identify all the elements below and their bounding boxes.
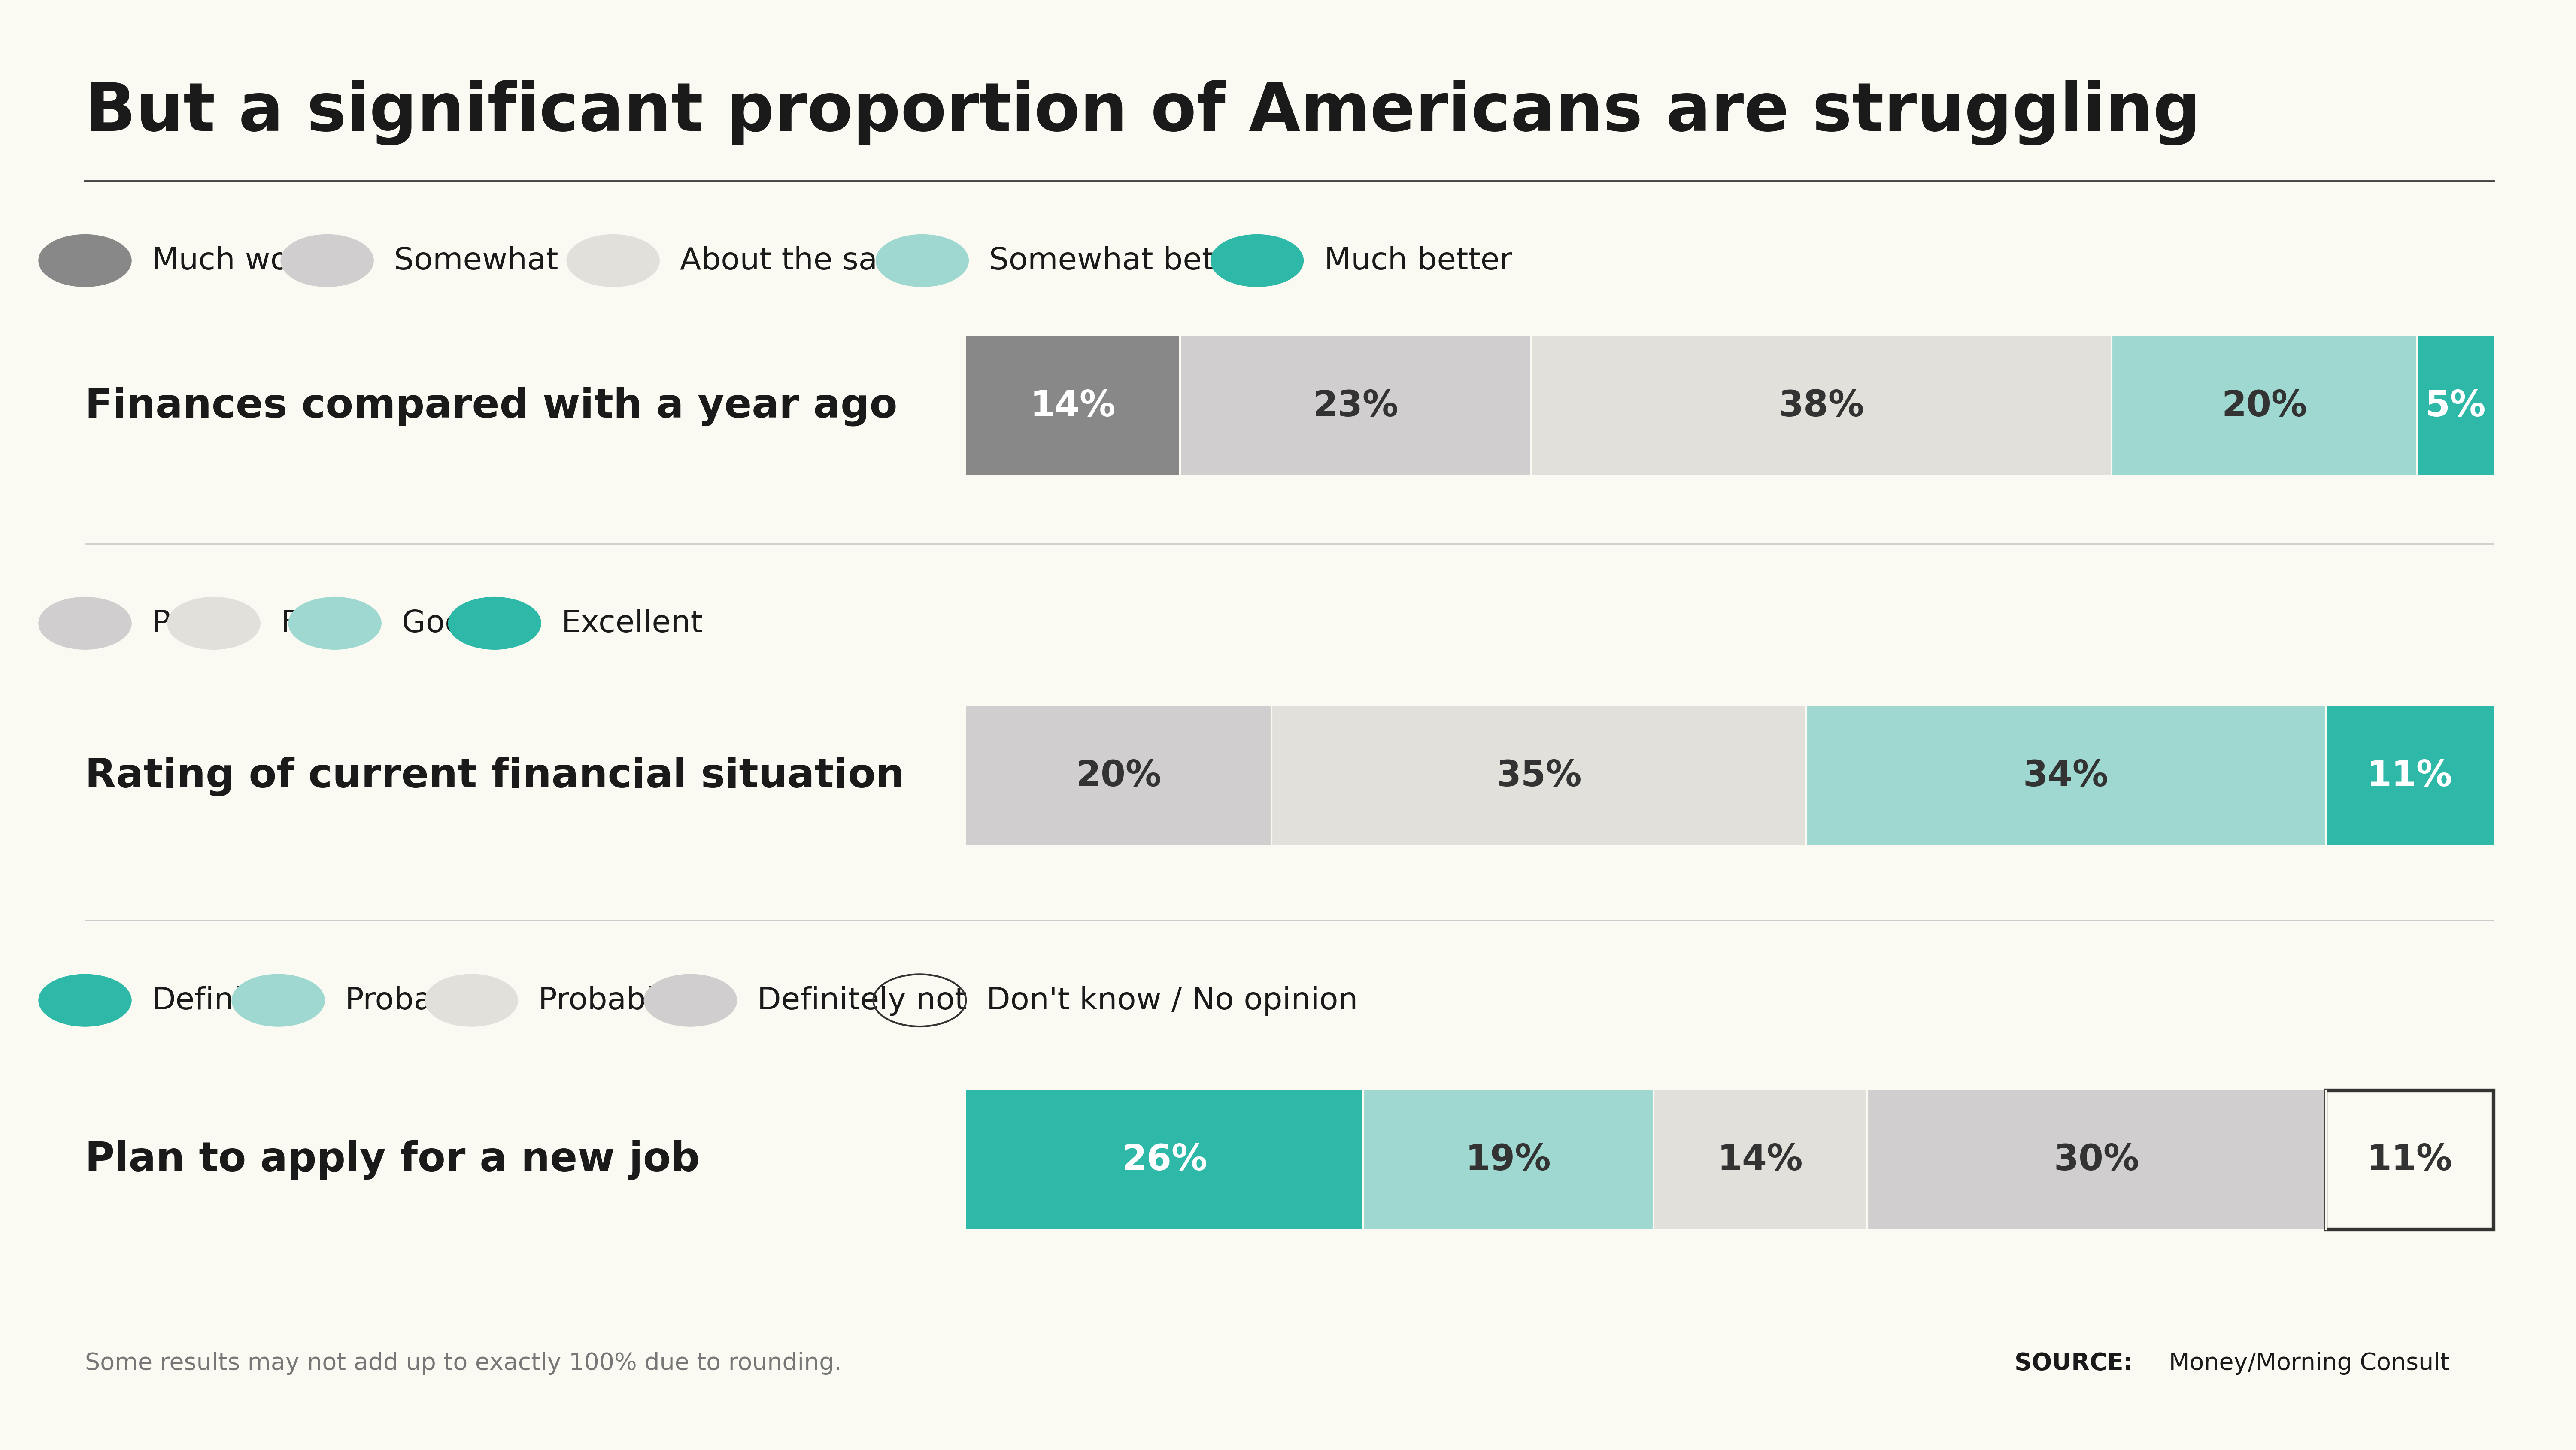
- Text: 30%: 30%: [2053, 1143, 2138, 1177]
- Text: Probably: Probably: [345, 986, 479, 1015]
- Text: 11%: 11%: [2367, 1143, 2452, 1177]
- Circle shape: [425, 974, 518, 1027]
- Text: 11%: 11%: [2367, 758, 2452, 793]
- Text: 35%: 35%: [1497, 758, 1582, 793]
- Circle shape: [1211, 235, 1303, 287]
- Text: Definitely not: Definitely not: [757, 986, 966, 1015]
- Text: 26%: 26%: [1121, 1143, 1208, 1177]
- Bar: [2416, 336, 2494, 476]
- Text: Poor: Poor: [152, 609, 222, 638]
- Circle shape: [167, 597, 260, 650]
- Bar: [1806, 706, 2326, 845]
- Bar: [1654, 1090, 1868, 1230]
- Text: 5%: 5%: [2424, 389, 2486, 423]
- Text: Much better: Much better: [1324, 247, 1512, 276]
- Text: Don't know / No opinion: Don't know / No opinion: [987, 986, 1358, 1015]
- Bar: [2326, 1090, 2494, 1230]
- Text: 19%: 19%: [1466, 1143, 1551, 1177]
- Bar: [966, 1090, 1363, 1230]
- Text: Plan to apply for a new job: Plan to apply for a new job: [85, 1140, 701, 1180]
- Bar: [1273, 706, 1806, 845]
- Text: SOURCE:: SOURCE:: [2014, 1351, 2133, 1375]
- Text: Finances compared with a year ago: Finances compared with a year ago: [85, 386, 896, 426]
- Text: Money/Morning Consult: Money/Morning Consult: [2161, 1351, 2450, 1375]
- Text: 20%: 20%: [1077, 758, 1162, 793]
- Bar: [966, 336, 1180, 476]
- Text: Probably not: Probably not: [538, 986, 734, 1015]
- Text: Rating of current financial situation: Rating of current financial situation: [85, 755, 904, 796]
- Circle shape: [644, 974, 737, 1027]
- Text: Fair: Fair: [281, 609, 335, 638]
- Circle shape: [39, 235, 131, 287]
- Text: 23%: 23%: [1314, 389, 1399, 423]
- Text: Some results may not add up to exactly 100% due to rounding.: Some results may not add up to exactly 1…: [85, 1351, 842, 1375]
- Circle shape: [567, 235, 659, 287]
- Bar: [1868, 1090, 2326, 1230]
- Text: But a significant proportion of Americans are struggling: But a significant proportion of American…: [85, 80, 2200, 145]
- Bar: [1180, 336, 1530, 476]
- Text: 38%: 38%: [1777, 389, 1865, 423]
- Text: Somewhat worse: Somewhat worse: [394, 247, 659, 276]
- Text: 14%: 14%: [1030, 389, 1115, 423]
- Text: Definitely: Definitely: [152, 986, 301, 1015]
- Circle shape: [876, 235, 969, 287]
- Circle shape: [232, 974, 325, 1027]
- Text: About the same: About the same: [680, 247, 927, 276]
- Bar: [2112, 336, 2416, 476]
- Bar: [1363, 1090, 1654, 1230]
- Text: 14%: 14%: [1718, 1143, 1803, 1177]
- Text: 34%: 34%: [2022, 758, 2110, 793]
- Text: Much worse: Much worse: [152, 247, 337, 276]
- Circle shape: [289, 597, 381, 650]
- Text: Somewhat better: Somewhat better: [989, 247, 1257, 276]
- Bar: [966, 706, 1273, 845]
- Circle shape: [281, 235, 374, 287]
- Text: Good: Good: [402, 609, 484, 638]
- Text: Excellent: Excellent: [562, 609, 703, 638]
- Circle shape: [448, 597, 541, 650]
- Circle shape: [39, 974, 131, 1027]
- Text: 20%: 20%: [2221, 389, 2308, 423]
- Bar: [2326, 706, 2494, 845]
- Bar: [1530, 336, 2112, 476]
- Circle shape: [39, 597, 131, 650]
